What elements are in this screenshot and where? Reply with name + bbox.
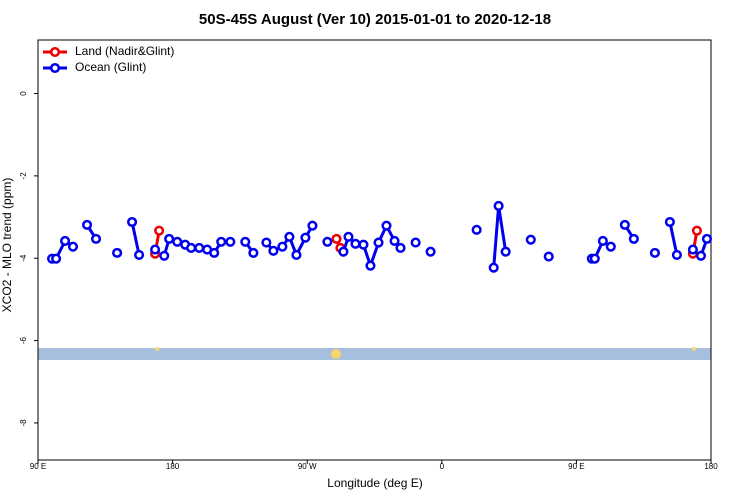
y-axis-label: XCO2 - MLO trend (ppm) [0,178,14,313]
point [172,236,183,247]
point [338,246,349,257]
point [277,241,288,252]
point [248,247,259,258]
point [589,253,600,264]
y-tick-label: -4 [19,254,28,262]
y-tick-label: -8 [19,419,28,427]
point [307,220,318,231]
point [493,200,504,211]
point [628,233,639,244]
point [90,233,102,244]
legend-label: Land (Nadir&Glint) [75,44,174,58]
x-tick-label: 0 [440,462,445,471]
point [471,224,482,235]
point [671,249,682,260]
point [134,249,145,260]
point [350,238,361,249]
point [209,247,220,258]
chart-title: 50S-45S August (Ver 10) 2015-01-01 to 20… [199,11,551,28]
point [291,249,302,260]
point [159,250,170,261]
y-tick-label: 0 [19,91,28,96]
point [112,247,123,258]
point [381,220,392,231]
x-tick-label: 180 [166,462,180,471]
point [51,253,62,264]
point [127,216,138,228]
band-dot [331,349,341,359]
point [619,219,630,230]
y-tick-label: -2 [19,172,28,180]
point [186,242,197,253]
point [343,231,354,242]
point [664,216,675,228]
point [425,246,436,257]
point [605,241,616,252]
point [261,237,272,248]
point [300,232,311,243]
point [240,236,251,247]
point [687,244,698,255]
band [38,348,711,360]
point [488,262,499,273]
point [389,235,400,246]
point [500,246,511,257]
x-tick-label: 90 E [568,462,584,471]
point [373,237,384,248]
point [365,260,376,271]
point [154,225,165,236]
point [322,236,333,247]
point [67,241,79,252]
point [82,219,93,230]
point [525,234,536,245]
point [60,235,71,246]
legend-marker [49,46,61,58]
point [701,233,713,244]
plot-frame [37,39,712,461]
y-tick-label: -6 [19,336,28,344]
legend-label: Ocean (Glint) [75,60,146,74]
point [268,245,279,256]
x-tick-label: 90 W [298,462,317,471]
point [691,225,702,236]
point [331,233,342,244]
point [695,250,707,261]
x-tick-label: 90 E [30,462,46,471]
x-tick-label: 180 [704,462,718,471]
point [216,236,227,247]
point [410,237,421,248]
x-axis-label: Longitude (deg E) [327,476,422,490]
point [284,231,295,242]
band-dot [155,347,159,351]
point [395,242,406,253]
point [150,244,161,255]
point [597,235,608,246]
point [164,233,175,244]
point [358,239,369,250]
point [225,236,236,247]
series-line [52,205,709,271]
point [649,247,660,258]
band-dot [692,347,696,351]
legend-marker [49,62,61,74]
point [194,242,205,253]
legend: Land (Nadir&Glint) Ocean (Glint) [43,44,174,74]
point [543,251,554,262]
